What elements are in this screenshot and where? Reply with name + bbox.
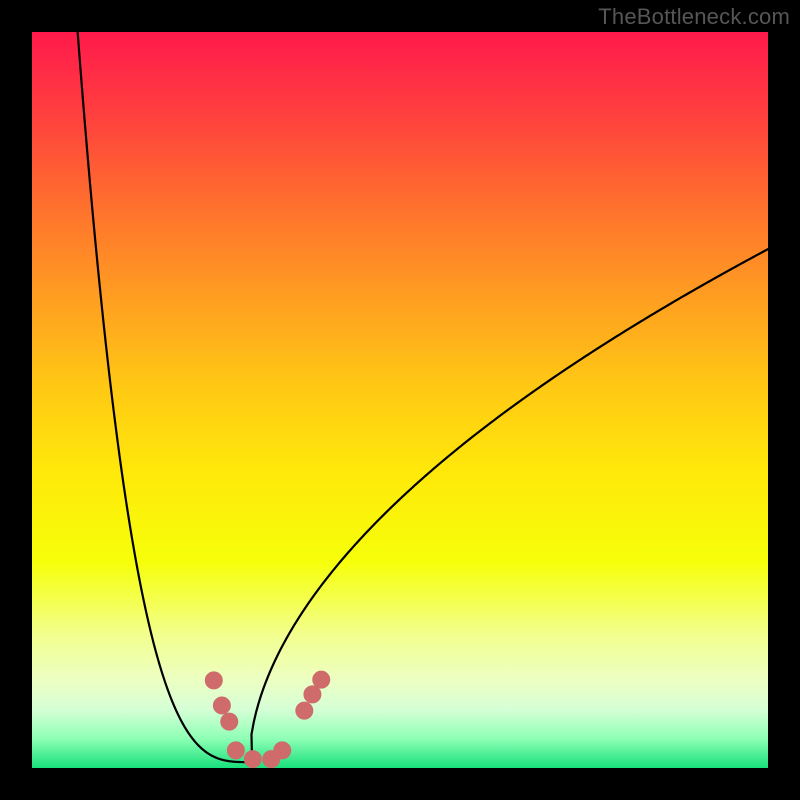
chart-frame: TheBottleneck.com (0, 0, 800, 800)
chart-plot (32, 32, 768, 768)
curve-marker (213, 697, 230, 714)
curve-marker (221, 713, 238, 730)
curve-marker (296, 702, 313, 719)
curve-marker (304, 686, 321, 703)
watermark-text: TheBottleneck.com (598, 4, 790, 30)
curve-marker (244, 751, 261, 768)
chart-background (32, 32, 768, 768)
curve-marker (205, 672, 222, 689)
curve-marker (313, 671, 330, 688)
curve-marker (274, 742, 291, 759)
curve-marker (227, 742, 244, 759)
